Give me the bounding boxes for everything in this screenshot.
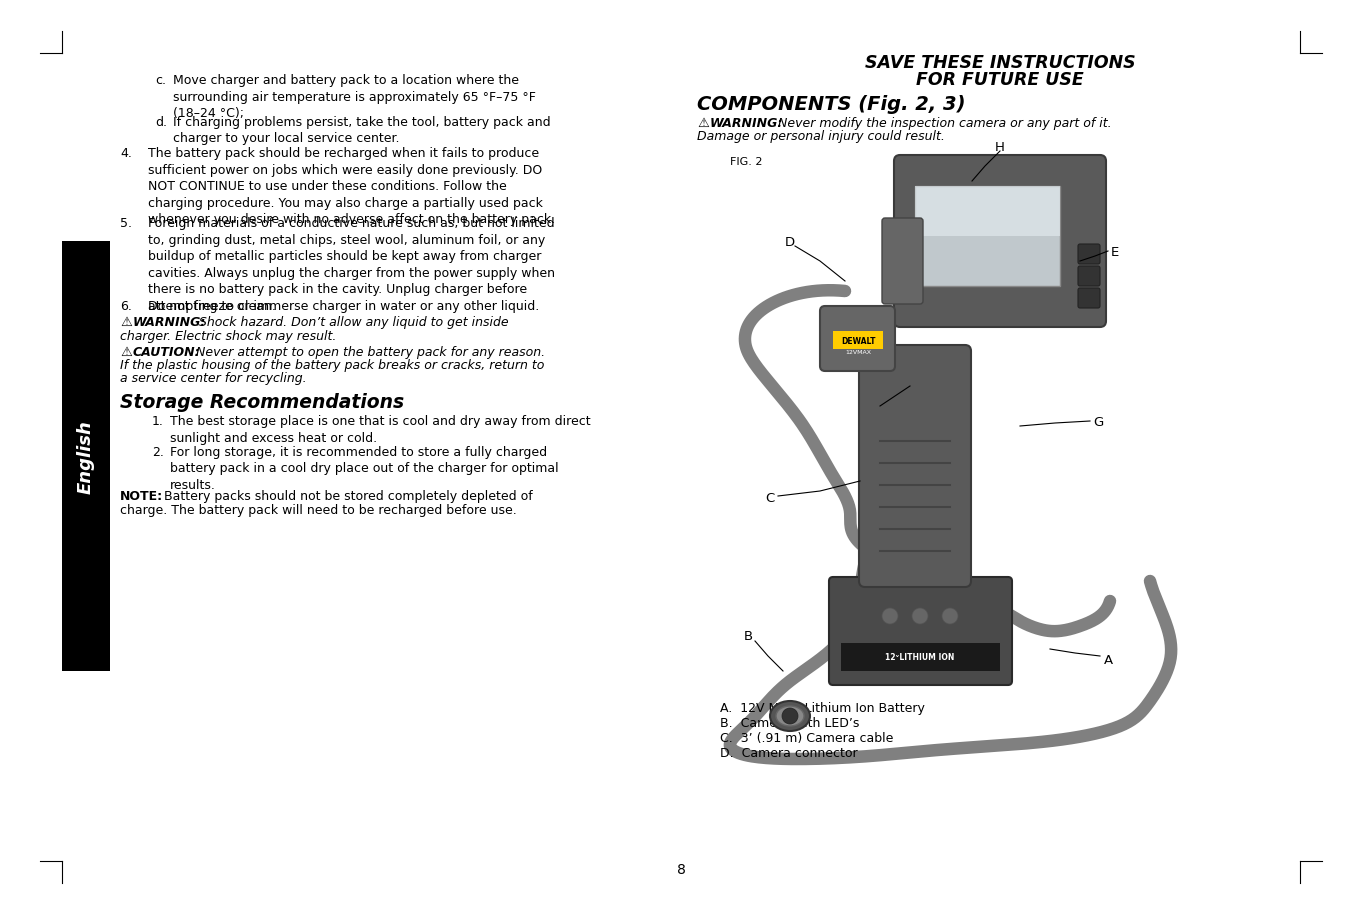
Text: D.  Camera connector: D. Camera connector [720, 746, 858, 759]
Text: COMPONENTS (Fig. 2, 3): COMPONENTS (Fig. 2, 3) [697, 95, 966, 114]
Text: 12ᵛLITHIUM ION: 12ᵛLITHIUM ION [885, 653, 955, 661]
Text: ⚠: ⚠ [697, 117, 708, 130]
FancyBboxPatch shape [829, 578, 1012, 685]
Text: 1.: 1. [153, 415, 163, 428]
Text: SAVE THESE INSTRUCTIONS: SAVE THESE INSTRUCTIONS [865, 54, 1136, 72]
Bar [63, 241, 110, 671]
Bar [840, 643, 1000, 671]
Text: B.  Camera with LED’s: B. Camera with LED’s [720, 716, 859, 729]
Text: The battery pack should be recharged when it fails to produce
sufficient power o: The battery pack should be recharged whe… [148, 147, 556, 226]
Text: Never attempt to open the battery pack for any reason.: Never attempt to open the battery pack f… [192, 345, 545, 358]
Text: E: E [1111, 245, 1120, 258]
FancyBboxPatch shape [1077, 245, 1100, 265]
Circle shape [943, 609, 957, 624]
Text: 6.: 6. [120, 300, 132, 312]
Text: If the plastic housing of the battery pack breaks or cracks, return to: If the plastic housing of the battery pa… [120, 359, 545, 372]
Text: WARNING:: WARNING: [133, 316, 207, 329]
Text: d.: d. [155, 116, 168, 128]
Text: 12VMAX: 12VMAX [844, 349, 872, 354]
Text: C: C [765, 492, 775, 505]
Text: D: D [785, 235, 795, 248]
Text: B: B [744, 630, 753, 643]
Text: G: G [1092, 415, 1103, 428]
Text: H: H [996, 140, 1005, 153]
Text: FIG. 2: FIG. 2 [730, 158, 763, 168]
Text: DEWALT: DEWALT [840, 336, 876, 345]
Text: If charging problems persist, take the tool, battery pack and
charger to your lo: If charging problems persist, take the t… [173, 116, 550, 145]
Bar [915, 187, 1060, 237]
Text: C.  3’ (.91 m) Camera cable: C. 3’ (.91 m) Camera cable [720, 732, 893, 744]
FancyBboxPatch shape [883, 219, 923, 304]
Text: charger. Electric shock may result.: charger. Electric shock may result. [120, 329, 336, 343]
Circle shape [883, 609, 898, 624]
Text: Do not freeze or immerse charger in water or any other liquid.: Do not freeze or immerse charger in wate… [148, 300, 539, 312]
Circle shape [913, 609, 928, 624]
Text: CAUTION:: CAUTION: [133, 345, 200, 358]
FancyBboxPatch shape [1077, 267, 1100, 287]
Ellipse shape [770, 701, 810, 732]
Text: Shock hazard. Don’t allow any liquid to get inside: Shock hazard. Don’t allow any liquid to … [195, 316, 508, 329]
FancyBboxPatch shape [859, 345, 971, 588]
Text: Storage Recommendations: Storage Recommendations [120, 393, 405, 412]
Text: Damage or personal injury could result.: Damage or personal injury could result. [697, 130, 945, 143]
FancyBboxPatch shape [893, 156, 1106, 328]
Text: A: A [1103, 653, 1113, 666]
Text: 4.: 4. [120, 147, 132, 159]
Text: 2.: 2. [153, 445, 163, 458]
Text: The best storage place is one that is cool and dry away from direct
sunlight and: The best storage place is one that is co… [170, 415, 591, 445]
Text: A.  12V Max* Lithium Ion Battery: A. 12V Max* Lithium Ion Battery [720, 701, 925, 714]
FancyBboxPatch shape [1077, 289, 1100, 309]
Text: 5.: 5. [120, 217, 132, 230]
Ellipse shape [776, 706, 804, 726]
Text: English: English [78, 420, 95, 494]
Text: Move charger and battery pack to a location where the
surrounding air temperatur: Move charger and battery pack to a locat… [173, 74, 535, 120]
Text: WARNING:: WARNING: [710, 117, 783, 130]
Text: a service center for recycling.: a service center for recycling. [120, 372, 306, 384]
Text: ⚠: ⚠ [120, 345, 132, 358]
Text: charge. The battery pack will need to be recharged before use.: charge. The battery pack will need to be… [120, 503, 516, 516]
Text: FOR FUTURE USE: FOR FUTURE USE [917, 71, 1084, 89]
Text: Never modify the inspection camera or any part of it.: Never modify the inspection camera or an… [774, 117, 1111, 130]
Text: NOTE:: NOTE: [120, 490, 163, 503]
Text: Battery packs should not be stored completely depleted of: Battery packs should not be stored compl… [159, 490, 533, 503]
Circle shape [782, 708, 798, 724]
Text: Foreign materials of a conductive nature such as, but not limited
to, grinding d: Foreign materials of a conductive nature… [148, 217, 554, 312]
Text: 8: 8 [677, 862, 685, 876]
Text: c.: c. [155, 74, 166, 87]
Bar [915, 187, 1060, 287]
Bar [834, 332, 883, 350]
Text: F: F [869, 405, 877, 418]
FancyBboxPatch shape [820, 307, 895, 372]
Text: For long storage, it is recommended to store a fully charged
battery pack in a c: For long storage, it is recommended to s… [170, 445, 558, 491]
Text: ⚠: ⚠ [120, 316, 132, 329]
